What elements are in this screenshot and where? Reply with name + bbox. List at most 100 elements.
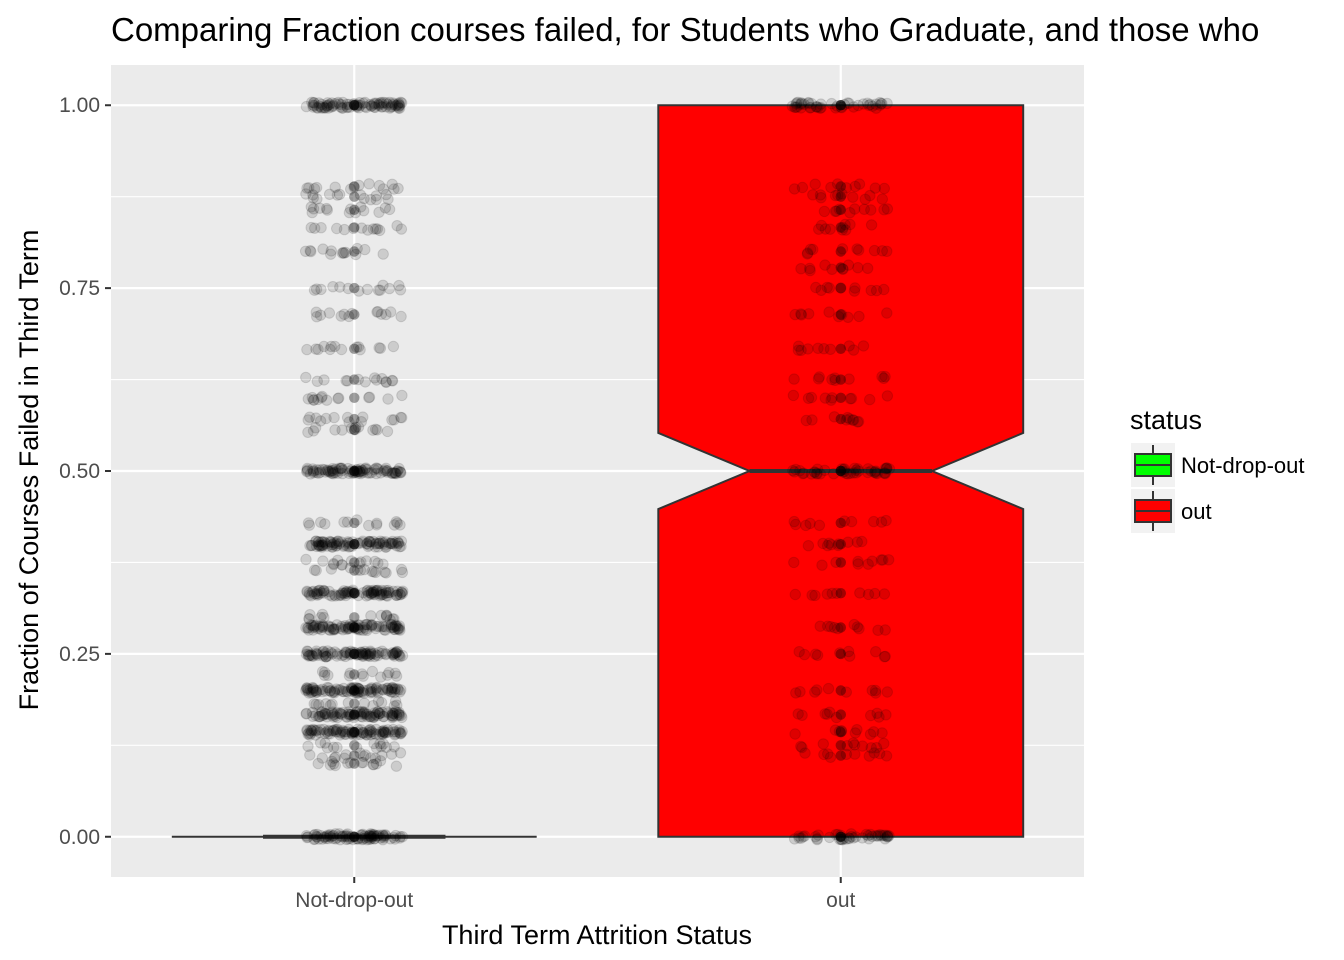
data-point: [395, 223, 408, 235]
data-point: [357, 649, 369, 662]
data-point: [359, 645, 371, 658]
data-point: [336, 559, 348, 571]
data-point: [310, 283, 323, 295]
data-point: [367, 830, 379, 842]
data-point: [326, 698, 338, 710]
data-point: [851, 724, 863, 736]
data-point: [331, 711, 344, 724]
data-point: [397, 585, 409, 597]
data-point: [352, 833, 364, 845]
data-point: [308, 284, 321, 296]
data-point: [377, 725, 389, 737]
data-point: [311, 724, 323, 736]
data-point: [355, 416, 367, 428]
data-point: [328, 708, 340, 721]
data-point: [847, 467, 860, 479]
data-point: [358, 706, 370, 718]
data-point: [300, 648, 313, 660]
data-point: [309, 620, 321, 632]
data-point: [349, 831, 360, 842]
data-point: [364, 646, 377, 659]
data-point: [328, 589, 341, 601]
data-point: [329, 463, 342, 475]
data-point: [802, 97, 814, 109]
data-point: [376, 683, 389, 695]
data-point: [835, 588, 846, 599]
data-point: [357, 464, 369, 477]
data-point: [835, 262, 846, 273]
data-point: [314, 202, 326, 214]
data-point: [865, 284, 877, 297]
data-point: [364, 648, 376, 661]
data-point: [349, 565, 360, 576]
data-point: [849, 462, 861, 474]
data-point: [387, 682, 399, 694]
data-point: [313, 622, 326, 634]
data-point: [368, 829, 380, 841]
data-point: [315, 830, 327, 842]
data-point: [835, 246, 846, 257]
data-point: [316, 752, 328, 764]
data-point: [334, 707, 346, 719]
data-point: [309, 729, 322, 741]
data-point: [348, 181, 360, 193]
data-point: [319, 708, 331, 720]
data-point: [363, 539, 375, 551]
data-point: [349, 246, 360, 257]
data-point: [313, 620, 326, 633]
data-point: [836, 463, 848, 475]
data-point: [363, 519, 375, 532]
data-point: [376, 588, 389, 601]
data-point: [325, 340, 337, 353]
data-point: [848, 618, 860, 631]
data-point: [869, 466, 881, 478]
data-point: [367, 759, 379, 771]
data-point: [349, 539, 360, 550]
data-point: [349, 831, 360, 842]
data-point: [834, 647, 846, 659]
data-point: [365, 100, 377, 112]
data-point: [345, 645, 357, 657]
data-point: [349, 309, 360, 320]
data-point: [380, 567, 392, 579]
data-point: [337, 726, 350, 738]
data-point: [802, 392, 815, 404]
data-point: [311, 648, 323, 660]
data-point: [869, 182, 881, 194]
data-point: [325, 101, 338, 113]
data-point: [835, 622, 846, 633]
data-point: [349, 709, 360, 720]
data-point: [370, 190, 382, 202]
data-point: [349, 374, 360, 385]
data-point: [322, 465, 334, 477]
data-point: [349, 750, 360, 761]
data-point: [345, 555, 358, 567]
data-point: [873, 711, 885, 723]
data-point: [365, 588, 378, 600]
data-point: [305, 619, 317, 631]
data-point: [351, 514, 363, 526]
data-point: [822, 620, 834, 632]
data-point: [788, 183, 801, 195]
data-point: [319, 101, 331, 114]
data-point: [370, 519, 383, 531]
data-point: [385, 537, 397, 549]
data-point: [374, 535, 386, 547]
data-point: [327, 466, 340, 479]
data-point: [309, 422, 322, 434]
data-point: [318, 102, 330, 114]
data-point: [370, 622, 382, 635]
data-point: [365, 685, 377, 698]
data-point: [811, 649, 824, 661]
data-point: [358, 707, 370, 719]
data-point: [344, 101, 356, 113]
data-point: [362, 649, 375, 662]
data-point: [349, 831, 360, 842]
data-point: [836, 101, 848, 114]
data-point: [391, 585, 404, 597]
data-point: [349, 191, 360, 202]
data-point: [368, 830, 380, 842]
data-point: [856, 535, 868, 548]
data-point: [349, 100, 360, 111]
data-point: [331, 222, 343, 235]
